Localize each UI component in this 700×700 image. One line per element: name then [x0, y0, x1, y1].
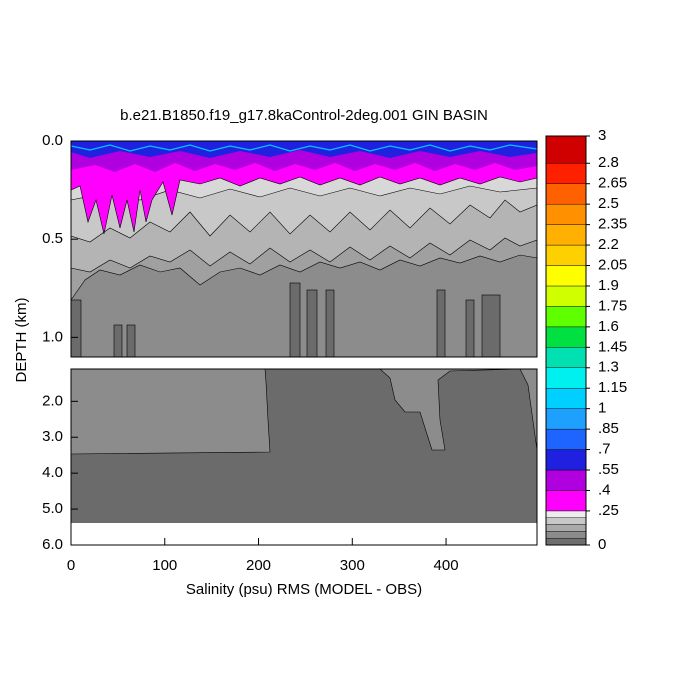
colorbar-band — [545, 244, 587, 266]
colorbar-tick-label: 2.65 — [598, 175, 627, 192]
upper-field — [70, 140, 538, 358]
colorbar-band — [545, 203, 587, 225]
colorbar-band — [545, 183, 587, 205]
y-tick-label: 3.0 — [42, 428, 63, 445]
y-tick-label: 5.0 — [42, 500, 63, 517]
colorbar-band — [545, 408, 587, 430]
colorbar-tick-label: 1.15 — [598, 379, 627, 396]
colorbar-band — [545, 285, 587, 307]
colorbar-tick-label: 1.9 — [598, 277, 619, 294]
colorbar-band — [545, 388, 587, 409]
y-tick-label: 6.0 — [42, 536, 63, 553]
contour-region — [70, 299, 82, 358]
x-tick-label: 400 — [434, 557, 459, 574]
y-tick-label: 4.0 — [42, 464, 63, 481]
x-axis-label: Salinity (psu) RMS (MODEL - OBS) — [186, 581, 422, 598]
contour-region — [436, 289, 446, 358]
contour-region — [289, 282, 301, 358]
colorbar-tick-label: 2.35 — [598, 216, 627, 233]
contour-line — [70, 144, 538, 152]
colorbar-band — [545, 135, 587, 164]
colorbar-tick-label: 2.05 — [598, 256, 627, 273]
colorbar-tick-label: 0 — [598, 536, 606, 553]
x-tick-label: 0 — [67, 557, 75, 574]
x-tick-label: 100 — [152, 557, 177, 574]
lower-field — [70, 368, 538, 545]
colorbar-tick-label: .7 — [598, 441, 611, 458]
colorbar-tick-label: 2.5 — [598, 195, 619, 212]
colorbar-tick-label: 2.8 — [598, 154, 619, 171]
contour-region — [70, 368, 271, 455]
colorbar-band — [545, 306, 587, 328]
colorbar-tick-label: 1.3 — [598, 359, 619, 376]
colorbar-band — [545, 326, 587, 348]
colorbar-band — [545, 428, 587, 450]
lower-frame — [70, 368, 538, 546]
y-tick-label: 0.0 — [42, 132, 63, 149]
chart-title: b.e21.B1850.f19_g17.8kaControl-2deg.001 … — [120, 107, 488, 124]
colorbar-tick-label: 1.75 — [598, 297, 627, 314]
y-tick-label: 1.0 — [42, 328, 63, 345]
colorbar-band — [545, 524, 587, 532]
colorbar-tick-label: .25 — [598, 502, 619, 519]
colorbar-tick-label: 1.6 — [598, 318, 619, 335]
contour-region — [379, 368, 538, 451]
colorbar-tick-label: 1.45 — [598, 338, 627, 355]
contour-region — [325, 289, 335, 358]
colorbar-band — [545, 537, 587, 546]
colorbar-tick-label: .85 — [598, 420, 619, 437]
contour-region — [126, 324, 136, 358]
no-data-area — [71, 523, 537, 545]
colorbar-band — [545, 517, 587, 525]
colorbar-band — [545, 531, 587, 539]
colorbar-tick-label: .4 — [598, 481, 611, 498]
y-axis-label: DEPTH (km) — [13, 298, 30, 383]
colorbar-band — [545, 347, 587, 368]
colorbar-frame — [545, 135, 587, 546]
colorbar-tick-label: 2.2 — [598, 236, 619, 253]
x-tick-label: 200 — [246, 557, 271, 574]
colorbar-tick-label: 1 — [598, 400, 606, 417]
colorbar-band — [545, 490, 587, 512]
colorbar-band — [545, 163, 587, 184]
contour-region — [70, 254, 538, 358]
colorbar-band — [545, 510, 587, 518]
colorbar-tick-label: 3 — [598, 127, 606, 144]
contour-region — [113, 324, 123, 358]
x-tick-label: 300 — [340, 557, 365, 574]
contour-region — [306, 289, 318, 358]
colorbar-band — [545, 224, 587, 246]
upper-frame — [70, 140, 538, 358]
colorbar-band — [545, 367, 587, 389]
colorbar-tick-label: .55 — [598, 461, 619, 478]
y-tick-label: 2.0 — [42, 392, 63, 409]
contour-region — [465, 299, 475, 358]
colorbar-band — [545, 265, 587, 287]
y-tick-label: 0.5 — [42, 230, 63, 247]
colorbar-band — [545, 449, 587, 471]
colorbar-band — [545, 469, 587, 491]
contour-region — [481, 294, 501, 358]
